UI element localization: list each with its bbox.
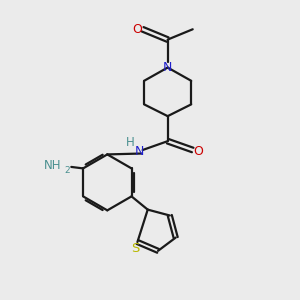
Text: S: S (131, 242, 139, 255)
Text: O: O (132, 23, 142, 36)
Text: N: N (135, 145, 144, 158)
Text: 2: 2 (64, 166, 70, 175)
Text: O: O (194, 145, 203, 158)
Text: N: N (163, 61, 172, 74)
Text: NH: NH (44, 159, 61, 172)
Text: H: H (126, 136, 135, 149)
